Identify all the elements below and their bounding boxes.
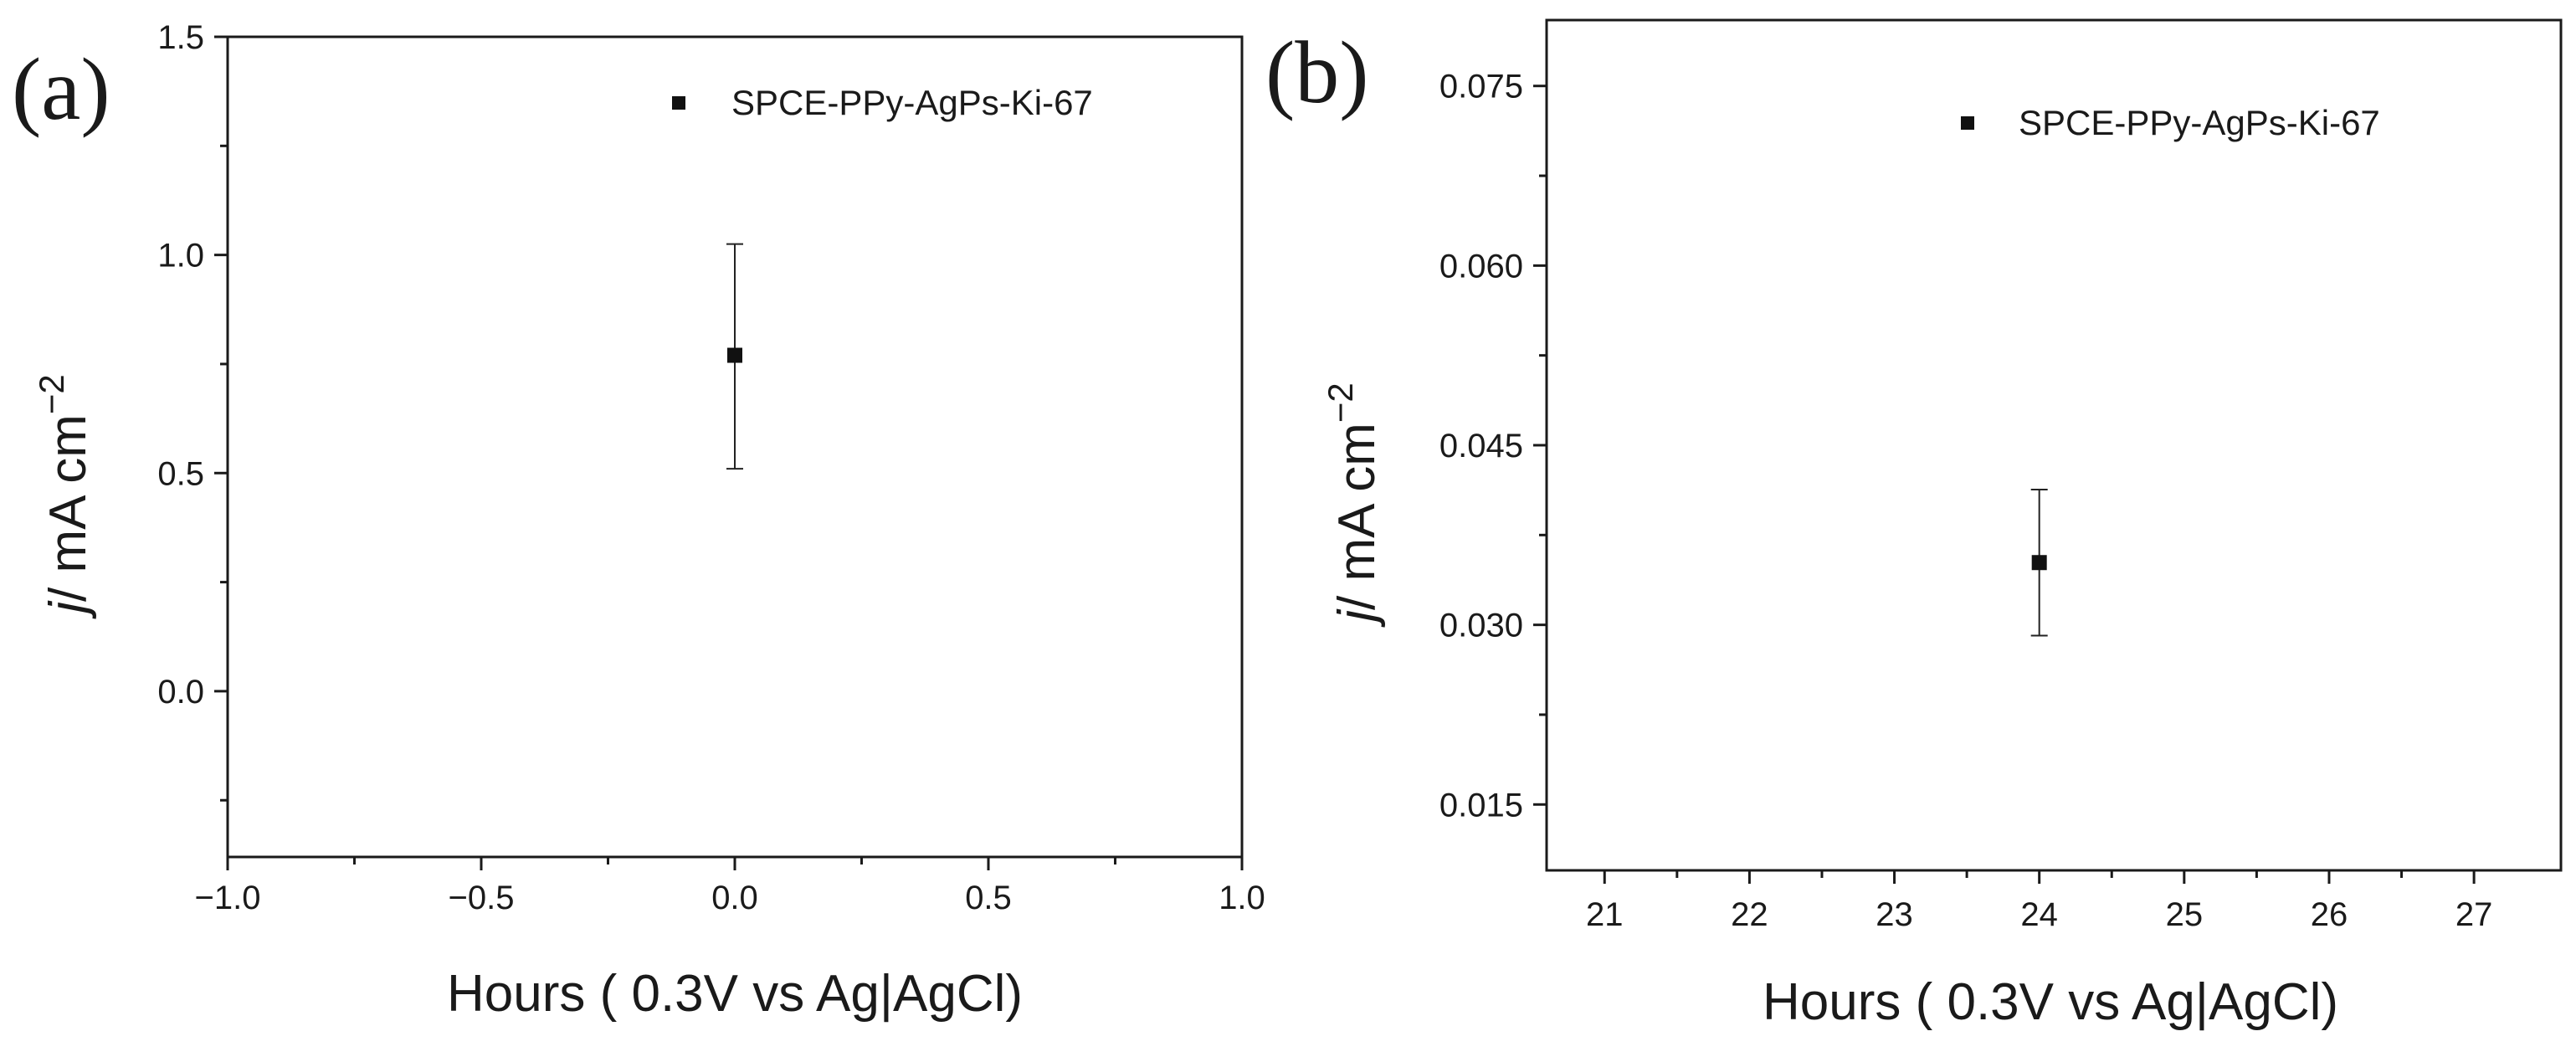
panel-a-y-tick-label: 1.5 [157,19,204,56]
panel-b-y-tick-label: 0.045 [1439,428,1523,464]
panel-a-y-axis-title: j/ mA cm−2 [32,374,97,619]
panel-b-x-tick-label: 25 [2166,896,2204,933]
panel-a: (a) −1.0 −0.5 0.0 0.5 1.0 0.0 0.5 1.0 1.5 SPCE-P… [12,19,1265,1023]
panel-b-y-tick-label: 0.030 [1439,608,1523,644]
panel-b-y-tick-label: 0.015 [1439,787,1523,823]
panel-b-x-tick-label: 24 [2020,896,2058,933]
panel-b-plot-frame [1545,18,2563,872]
panel-a-label: (a) [12,40,110,138]
panel-a-axes: −1.0 −0.5 0.0 0.5 1.0 0.0 0.5 1.0 1.5 [157,19,1265,916]
panel-b-x-tick-label: 21 [1586,896,1624,933]
panel-b-y-axis-title-italic: j [1328,608,1386,628]
panel-b-axes: 21 22 23 24 25 26 27 0.015 0.030 0.045 0.060 0.075 [1439,69,2492,933]
panel-a-y-tick-label: 1.0 [157,238,204,274]
panel-b-legend: SPCE-PPy-AgPs-Ki-67 [1961,103,2380,142]
panel-b-data-point [2031,555,2047,571]
panel-b-label: (b) [1265,23,1369,121]
panel-a-y-tick-label: 0.0 [157,674,204,711]
panel-b-x-tick-label: 26 [2311,896,2348,933]
panel-a-data [726,243,743,470]
panel-a-x-tick-label: 1.0 [1219,880,1265,916]
panel-b-x-tick-label: 22 [1731,896,1768,933]
panel-b-y-axis-title: j/ mA cm−2 [1321,382,1386,628]
panel-a-x-tick-label: −0.5 [449,880,515,916]
panel-b-legend-marker [1961,116,1974,130]
panel-a-x-tick-label: 0.0 [711,880,758,916]
panel-b-y-axis-title-sup: −2 [1321,382,1360,423]
panel-b-y-axis-title-main: / mA cm [1328,423,1386,610]
panel-b: (b) 21 22 23 24 25 26 27 0.015 0.030 0.045 0.060 0.… [1265,18,2563,1031]
panel-a-y-axis-title-sup: −2 [32,374,71,414]
panel-b-y-tick-label: 0.060 [1439,248,1523,285]
panel-a-y-tick-label: 0.5 [157,455,204,492]
panel-a-y-axis-title-main: / mA cm [39,414,97,602]
panel-b-y-tick-label: 0.075 [1439,69,1523,105]
panel-a-x-tick-label: 0.5 [965,880,1012,916]
panel-a-data-point [727,347,742,363]
panel-a-x-tick-label: −1.0 [195,880,261,916]
panel-a-x-axis-title: Hours ( 0.3V vs Ag|AgCl) [447,965,1023,1023]
panel-b-legend-label: SPCE-PPy-AgPs-Ki-67 [2019,103,2380,142]
panel-a-legend-label: SPCE-PPy-AgPs-Ki-67 [731,83,1093,122]
panel-b-x-tick-label: 27 [2455,896,2493,933]
panel-b-x-tick-label: 23 [1876,896,1913,933]
panel-b-data [2030,488,2048,637]
panel-b-x-axis-title: Hours ( 0.3V vs Ag|AgCl) [1763,973,2338,1031]
panel-a-y-axis-title-italic: j [39,600,97,619]
panel-a-legend-marker [672,96,685,110]
panel-a-legend: SPCE-PPy-AgPs-Ki-67 [672,83,1093,122]
